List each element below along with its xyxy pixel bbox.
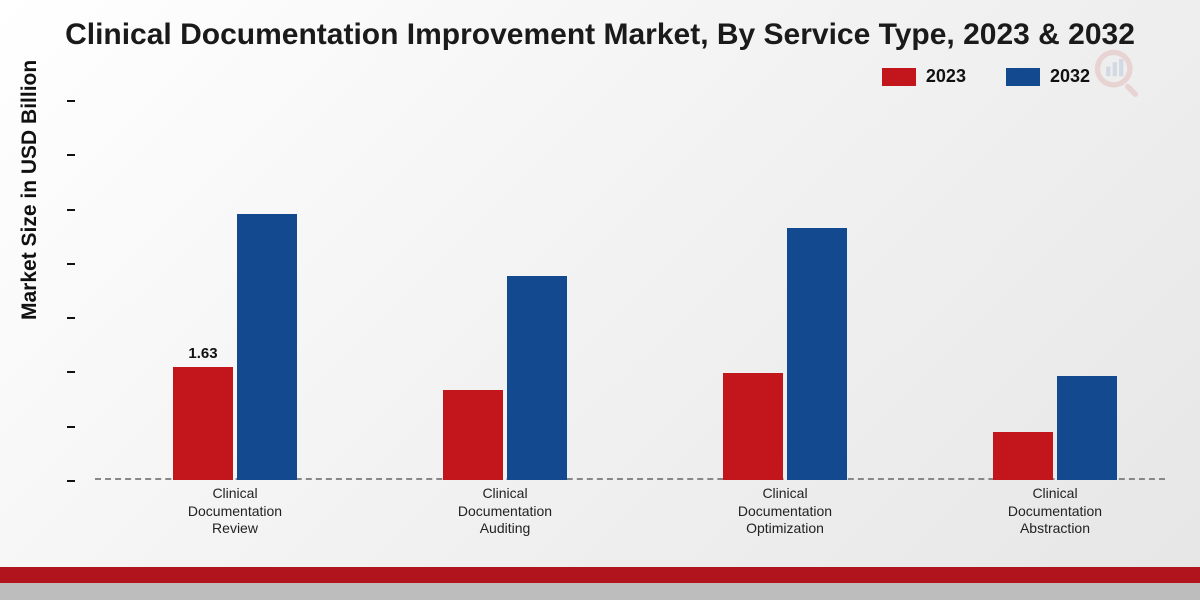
- footer-bar-top: [0, 567, 1200, 583]
- category-label: Clinical Documentation Review: [125, 485, 345, 538]
- category-label: Clinical Documentation Auditing: [395, 485, 615, 538]
- legend-swatch-2023: [882, 68, 916, 86]
- bar-2032: [237, 214, 297, 480]
- plot-area: 1.63: [95, 100, 1165, 480]
- y-axis-ticks: [67, 100, 77, 480]
- y-tick: [67, 154, 75, 156]
- y-tick: [67, 100, 75, 102]
- bar-group: [675, 228, 895, 480]
- y-tick: [67, 426, 75, 428]
- bar-2023: [993, 432, 1053, 480]
- bar-2023: [443, 390, 503, 480]
- bar-value-label: 1.63: [188, 345, 217, 362]
- bar-2032: [507, 276, 567, 480]
- y-tick: [67, 371, 75, 373]
- bar-group: [395, 276, 615, 480]
- legend-item-2032: 2032: [1006, 66, 1090, 87]
- bar-2032: [787, 228, 847, 480]
- legend: 2023 2032: [882, 66, 1090, 87]
- watermark-logo: [1091, 46, 1145, 100]
- category-label: Clinical Documentation Abstraction: [945, 485, 1165, 538]
- y-tick: [67, 263, 75, 265]
- bar-group: 1.63: [125, 214, 345, 480]
- bar-2023: 1.63: [173, 367, 233, 480]
- legend-item-2023: 2023: [882, 66, 966, 87]
- legend-label-2032: 2032: [1050, 66, 1090, 87]
- footer-bar-bottom: [0, 583, 1200, 600]
- y-tick: [67, 209, 75, 211]
- legend-swatch-2032: [1006, 68, 1040, 86]
- legend-label-2023: 2023: [926, 66, 966, 87]
- bar-2032: [1057, 376, 1117, 480]
- chart-title: Clinical Documentation Improvement Marke…: [0, 18, 1200, 52]
- y-tick: [67, 317, 75, 319]
- bar-group: [945, 376, 1165, 480]
- category-labels: Clinical Documentation Review Clinical Do…: [95, 485, 1165, 555]
- category-label: Clinical Documentation Optimization: [675, 485, 895, 538]
- bar-2023: [723, 373, 783, 480]
- y-tick: [67, 480, 75, 482]
- y-axis-label: Market Size in USD Billion: [18, 60, 42, 320]
